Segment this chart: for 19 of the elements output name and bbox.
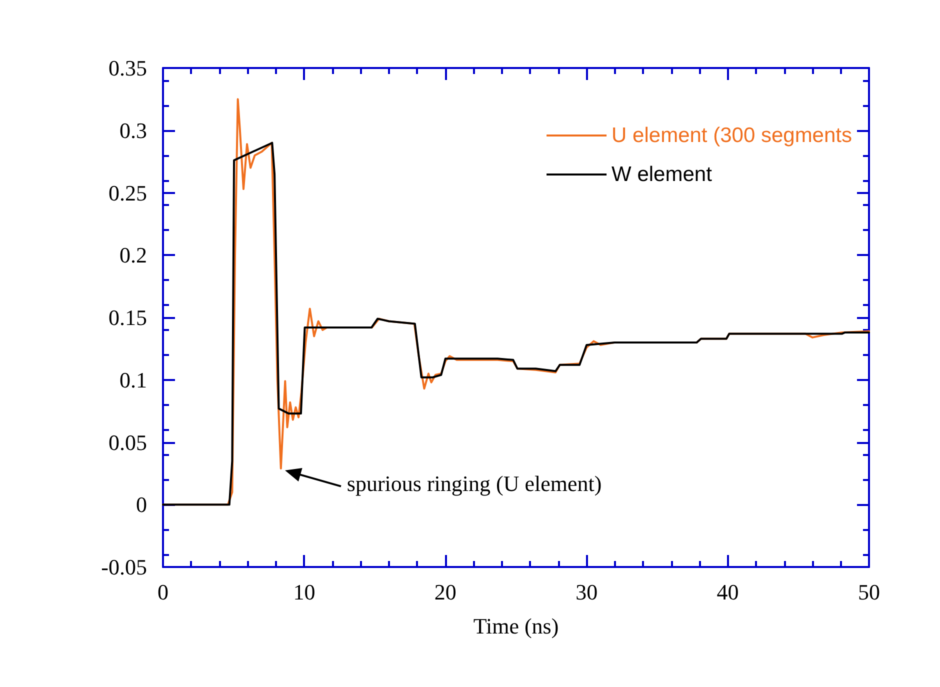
x-tick-label: 20	[434, 580, 456, 604]
x-tick-label: 30	[576, 580, 598, 604]
x-tick-label: 10	[293, 580, 316, 604]
x-tick-label: 50	[858, 580, 880, 604]
y-tick-label: 0.25	[108, 180, 147, 206]
y-tick-label: 0.35	[108, 56, 147, 80]
y-tick-label: 0	[136, 492, 147, 518]
y-tick-label: 0.2	[120, 242, 147, 268]
y-tick-label: 0.3	[120, 118, 147, 143]
legend-label: U element (300 segments	[612, 124, 852, 147]
annotation: spurious ringing (U element)	[346, 470, 602, 496]
y-tick-label: 0.1	[120, 367, 147, 392]
x-tick-label: 40	[716, 580, 739, 604]
y-tick-label: -0.05	[101, 554, 147, 580]
y-tick-label: 0.15	[108, 305, 147, 330]
x-tick-label: 0	[158, 580, 168, 604]
y-tick-label: 0.05	[108, 430, 147, 455]
x-axis-title: Time (ns)	[473, 614, 559, 638]
legend-label: W element	[612, 163, 712, 186]
